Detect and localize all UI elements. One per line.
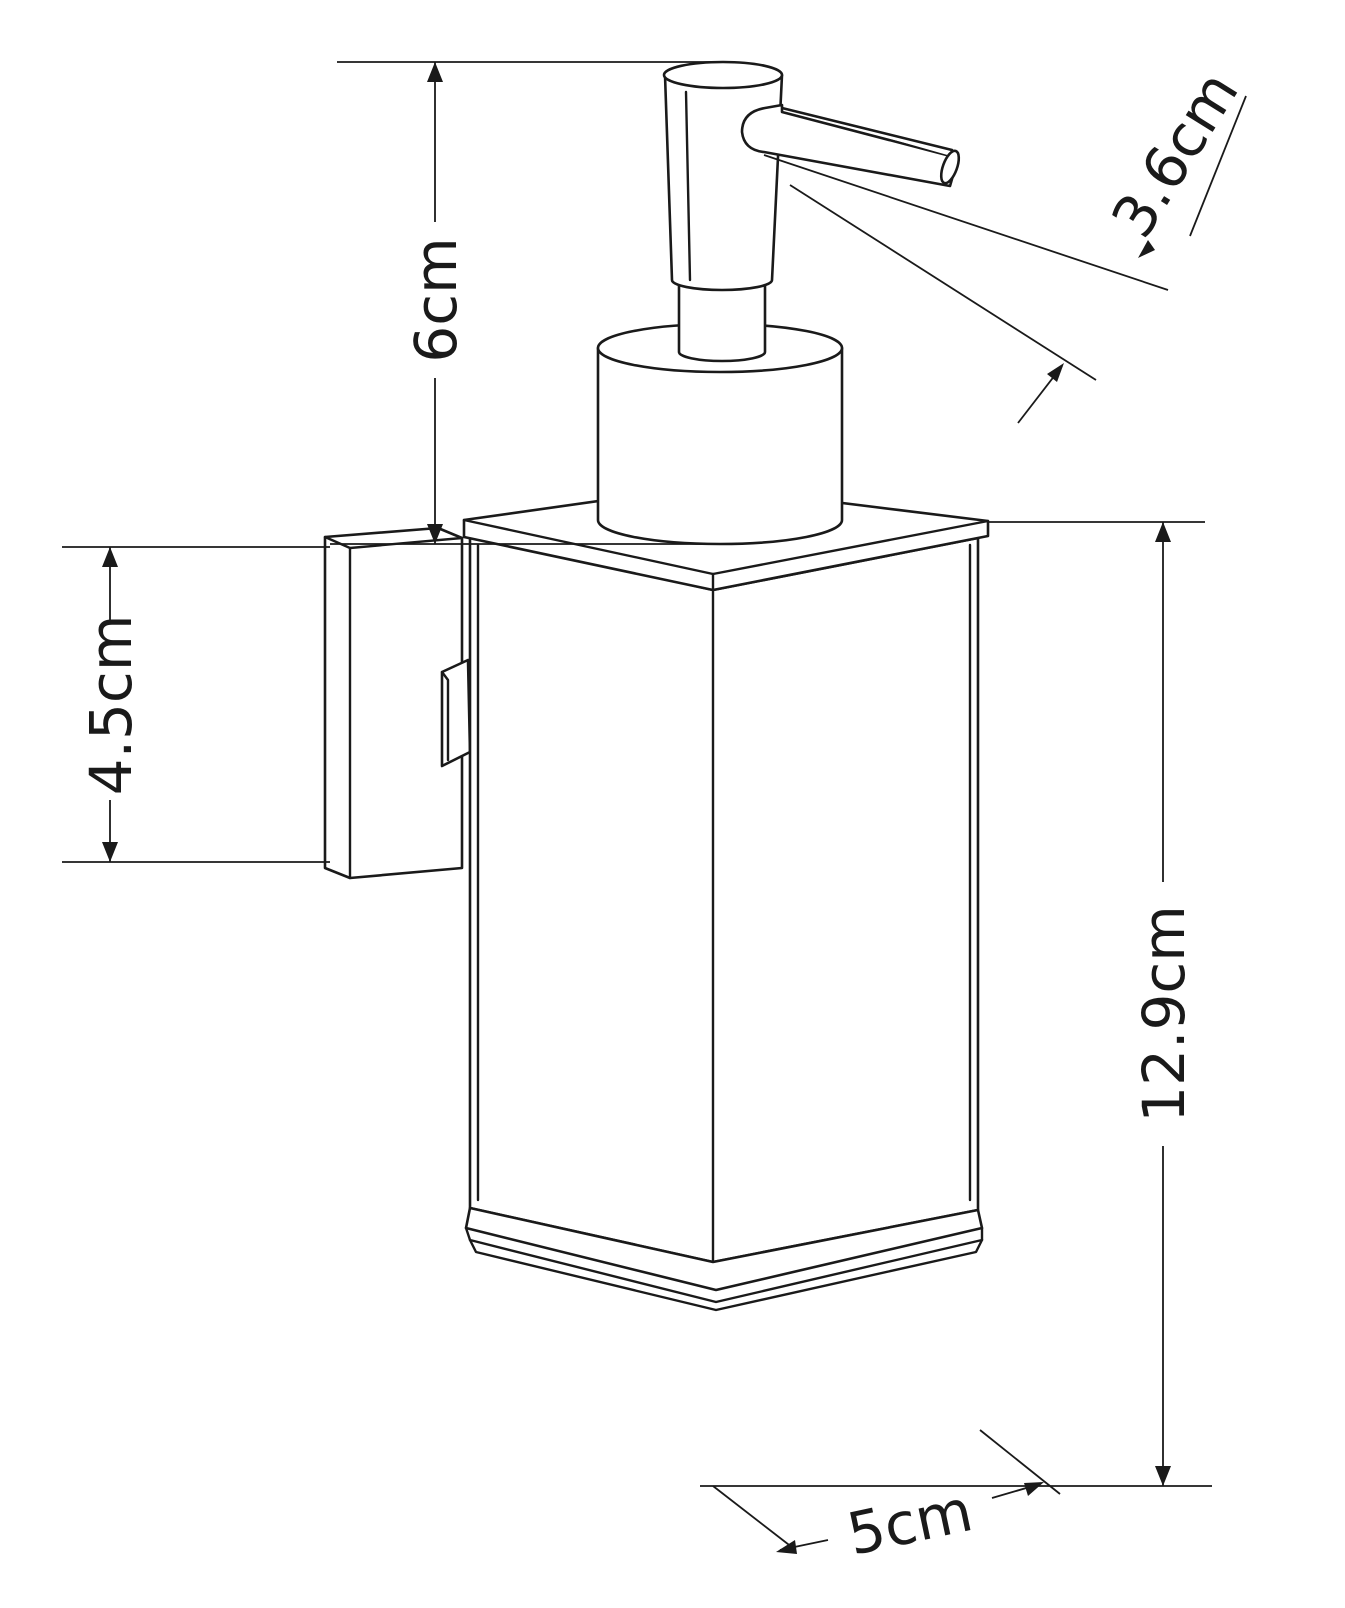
bracket-height-label: 4.5cm <box>77 615 145 796</box>
bottle-body <box>468 533 980 1264</box>
dimension-body-height: 12.9cm <box>700 521 1212 1487</box>
dimension-body-width: 5cm <box>712 1429 1061 1569</box>
dimension-pump-height: 6cm <box>330 61 726 545</box>
pump-height-label: 6cm <box>402 237 470 362</box>
base-tray <box>464 1206 984 1312</box>
dimension-bracket-height: 4.5cm <box>62 546 330 863</box>
pump-stem <box>677 268 767 363</box>
wall-bracket <box>323 526 472 880</box>
soap-dispenser-drawing <box>323 60 990 1312</box>
pump-head <box>662 60 784 292</box>
body-width-label: 5cm <box>841 1476 978 1569</box>
pump-spout <box>740 103 961 188</box>
body-height-label: 12.9cm <box>1130 905 1198 1123</box>
spout-length-label: 3.6cm <box>1098 60 1251 249</box>
